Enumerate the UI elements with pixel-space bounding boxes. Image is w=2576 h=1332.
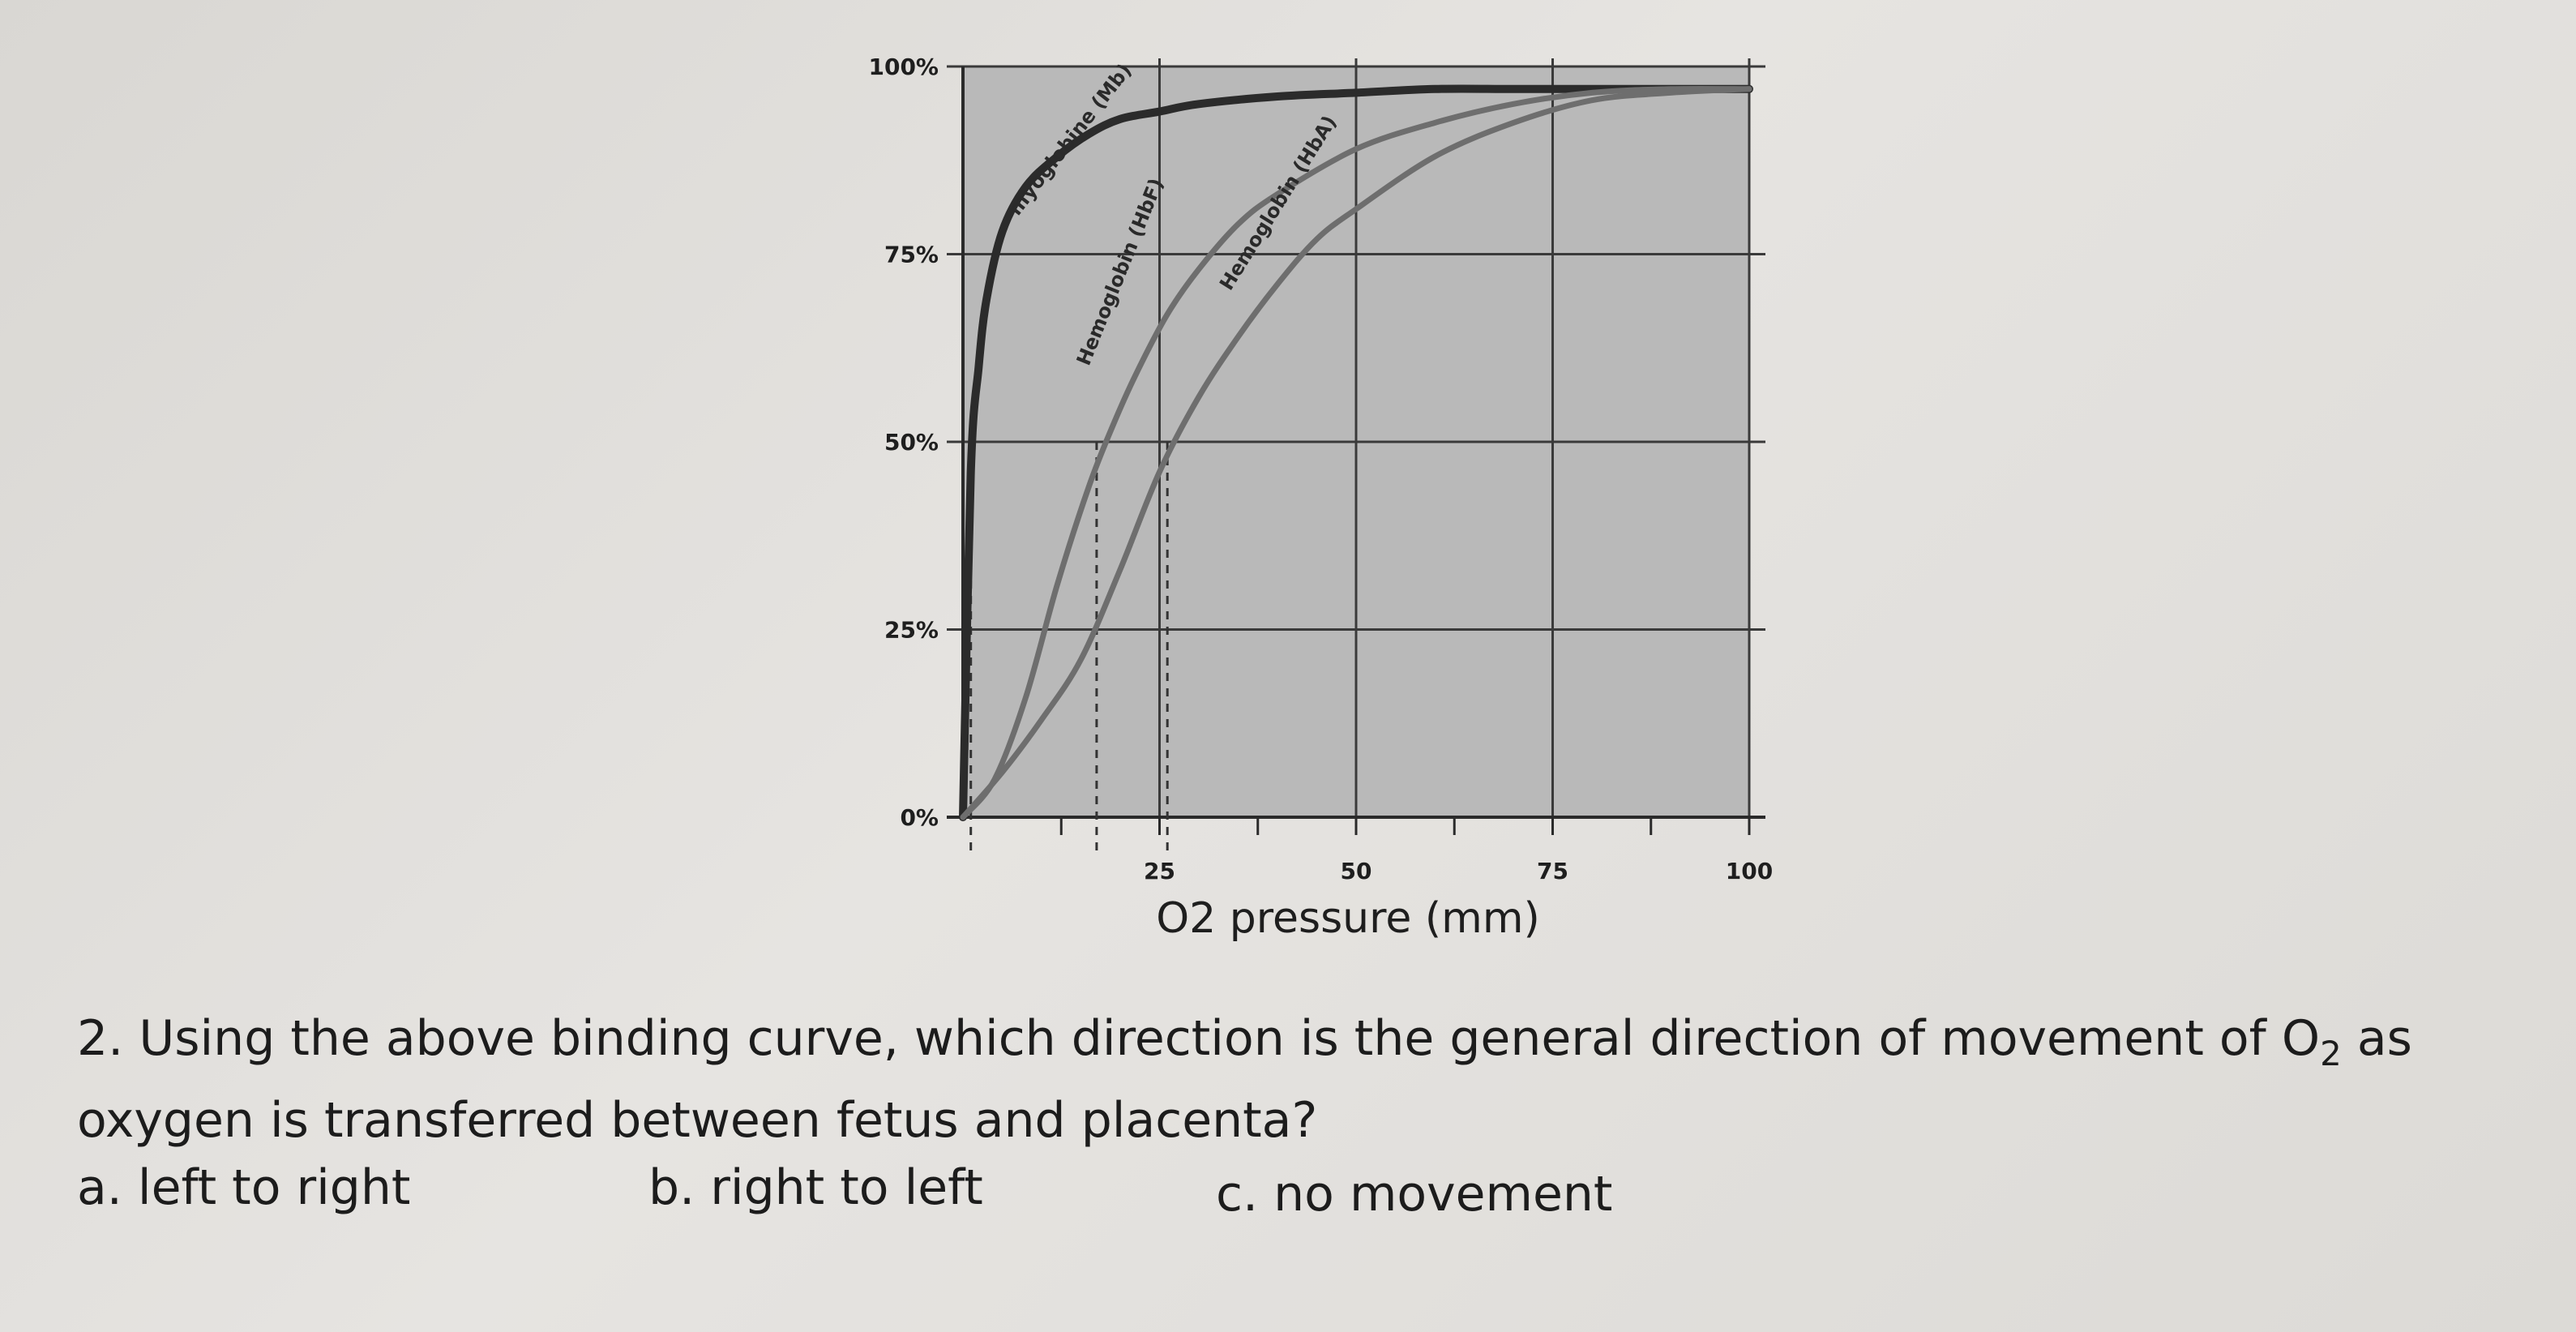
x-tick-label: 25 bbox=[1144, 858, 1175, 884]
x-tick-label: 50 bbox=[1341, 858, 1372, 884]
question-suffix: as oxygen is transferred between fetus a… bbox=[77, 1010, 2412, 1149]
y-tick-label: 0% bbox=[900, 804, 939, 831]
plot-area: 0% 25% 50% 75% 100% 25 50 75 100 O2 pressure (mm)… bbox=[868, 54, 1773, 943]
y-tick-label: 50% bbox=[884, 429, 939, 456]
series-line-1 bbox=[960, 85, 1752, 820]
x-axis-label: O2 pressure (mm) bbox=[1156, 894, 1540, 943]
answer-b[interactable]: b. right to left bbox=[648, 1159, 983, 1216]
y-tick-label: 100% bbox=[868, 54, 939, 80]
y-tick-label: 75% bbox=[884, 242, 939, 268]
series-line-0 bbox=[959, 84, 1753, 821]
answer-a[interactable]: a. left to right bbox=[77, 1159, 411, 1216]
y-tick-label: 25% bbox=[884, 617, 939, 644]
question-subscript: 2 bbox=[2320, 1034, 2342, 1073]
answer-c[interactable]: c. no movement bbox=[1216, 1166, 1613, 1223]
question-prefix: 2. Using the above binding curve, which … bbox=[77, 1010, 2321, 1067]
series-line-2 bbox=[960, 86, 1752, 820]
x-tick-label: 100 bbox=[1726, 858, 1773, 884]
question-text: 2. Using the above binding curve, which … bbox=[77, 1005, 2557, 1154]
answer-options: a. left to right b. right to left c. no … bbox=[0, 1159, 2576, 1232]
x-tick-label: 75 bbox=[1537, 858, 1568, 884]
